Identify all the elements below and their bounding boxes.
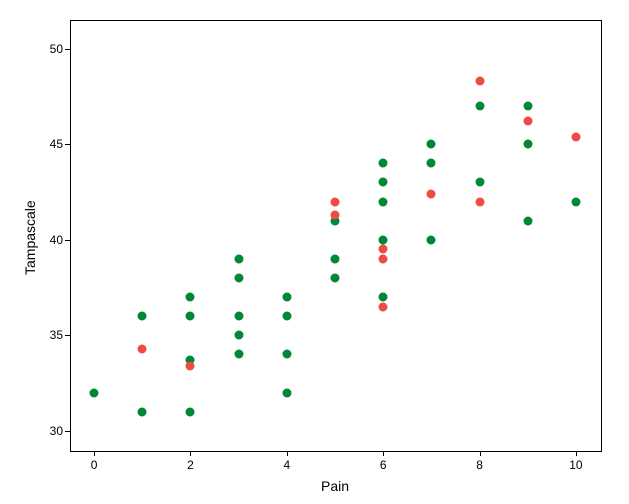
data-point-green — [138, 312, 147, 321]
data-point-green — [90, 388, 99, 397]
data-point-green — [523, 216, 532, 225]
data-point-red — [138, 344, 147, 353]
x-tick-mark — [480, 451, 481, 456]
data-point-green — [282, 350, 291, 359]
data-point-red — [475, 197, 484, 206]
x-tick-label: 6 — [380, 458, 387, 472]
x-tick-label: 8 — [476, 458, 483, 472]
scatter-chart: 0 2 4 6 8 10 30 35 40 45 50 Pain Tampascale — [0, 0, 629, 504]
y-tick-label: 50 — [45, 42, 63, 56]
data-point-green — [379, 235, 388, 244]
data-point-red — [186, 361, 195, 370]
data-point-green — [427, 140, 436, 149]
data-point-green — [379, 159, 388, 168]
data-point-green — [379, 293, 388, 302]
data-point-green — [475, 178, 484, 187]
data-point-green — [379, 197, 388, 206]
data-point-green — [282, 312, 291, 321]
y-tick-label: 35 — [45, 328, 63, 342]
data-point-green — [234, 254, 243, 263]
data-point-red — [331, 210, 340, 219]
data-point-green — [138, 407, 147, 416]
data-point-red — [379, 302, 388, 311]
x-tick-mark — [287, 451, 288, 456]
x-tick-mark — [94, 451, 95, 456]
data-point-red — [523, 117, 532, 126]
data-point-green — [331, 254, 340, 263]
x-tick-label: 10 — [569, 458, 582, 472]
data-point-green — [475, 102, 484, 111]
data-point-red — [379, 254, 388, 263]
data-point-green — [523, 140, 532, 149]
x-tick-label: 2 — [187, 458, 194, 472]
data-point-red — [331, 197, 340, 206]
data-point-red — [475, 77, 484, 86]
data-point-green — [523, 102, 532, 111]
data-point-red — [427, 189, 436, 198]
data-point-green — [186, 293, 195, 302]
plot-area — [70, 20, 602, 452]
data-point-green — [427, 159, 436, 168]
data-point-green — [379, 178, 388, 187]
data-point-red — [571, 132, 580, 141]
y-tick-mark — [65, 335, 70, 336]
y-tick-mark — [65, 144, 70, 145]
data-point-green — [234, 350, 243, 359]
x-tick-mark — [576, 451, 577, 456]
data-point-green — [331, 274, 340, 283]
x-tick-mark — [190, 451, 191, 456]
data-point-green — [186, 312, 195, 321]
data-point-green — [186, 407, 195, 416]
x-tick-label: 4 — [283, 458, 290, 472]
y-tick-mark — [65, 431, 70, 432]
y-axis-label: Tampascale — [22, 200, 38, 275]
y-tick-mark — [65, 240, 70, 241]
y-tick-label: 40 — [45, 233, 63, 247]
y-tick-mark — [65, 49, 70, 50]
data-point-green — [282, 388, 291, 397]
data-point-green — [234, 331, 243, 340]
y-tick-label: 30 — [45, 424, 63, 438]
x-axis-label: Pain — [305, 478, 365, 494]
y-tick-label: 45 — [45, 137, 63, 151]
x-tick-mark — [383, 451, 384, 456]
data-point-green — [427, 235, 436, 244]
x-tick-label: 0 — [91, 458, 98, 472]
data-point-red — [379, 245, 388, 254]
data-point-green — [282, 293, 291, 302]
data-point-green — [571, 197, 580, 206]
data-point-green — [234, 274, 243, 283]
data-point-green — [234, 312, 243, 321]
